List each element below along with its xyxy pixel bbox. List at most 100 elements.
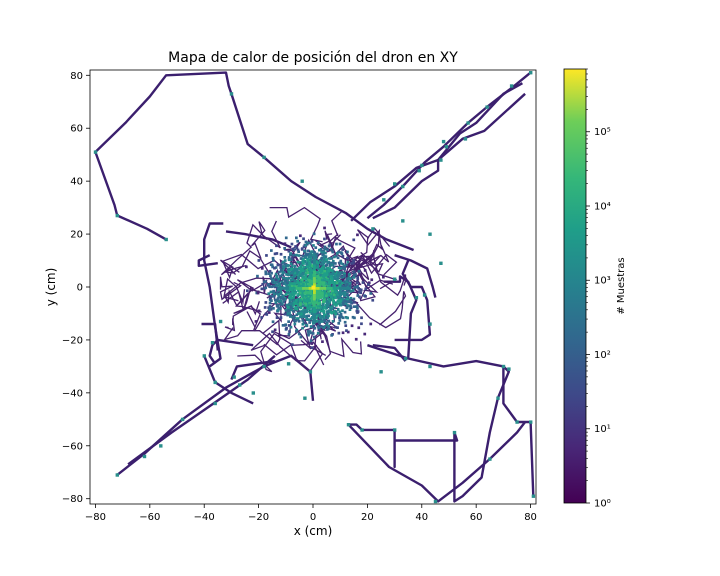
heatmap-cell	[277, 270, 281, 274]
heatmap-cell	[322, 255, 326, 259]
heatmap-cell	[313, 314, 316, 318]
heatmap-cell	[283, 312, 287, 316]
heatmap-cell	[294, 306, 298, 309]
heatmap-cell	[307, 332, 310, 336]
heatmap-cell	[339, 299, 342, 302]
heatmap-cell	[313, 326, 317, 330]
heatmap-cell-marker	[428, 364, 432, 369]
heatmap-cell	[338, 319, 342, 322]
heatmap-cell	[304, 302, 308, 306]
heatmap-cell	[343, 320, 347, 324]
heatmap-cell	[304, 273, 308, 276]
heatmap-cell	[273, 281, 276, 284]
heatmap-cell	[351, 289, 355, 292]
heatmap-cell	[308, 241, 312, 245]
heatmap-cell	[326, 296, 329, 299]
heatmap-cell	[315, 266, 319, 269]
heatmap-cell	[267, 311, 271, 314]
heatmap-cell	[338, 261, 341, 265]
heatmap-cell	[278, 287, 281, 290]
heatmap-cell	[313, 297, 316, 301]
heatmap-cell	[320, 325, 323, 328]
heatmap-cell	[284, 287, 288, 290]
heatmap-cell	[325, 294, 328, 298]
heatmap-cell	[331, 272, 335, 275]
heatmap-cell	[341, 331, 345, 335]
heatmap-cell	[272, 278, 275, 282]
cluster-loop	[251, 220, 281, 260]
heatmap-cell	[287, 309, 291, 312]
chart-title: Mapa de calor de posición del dron en XY	[168, 50, 458, 66]
heatmap-cell	[254, 320, 258, 323]
heatmap-cell	[319, 280, 322, 283]
heatmap-cell	[306, 318, 309, 321]
heatmap-cell	[289, 325, 293, 329]
heatmap-cell-marker	[441, 139, 446, 144]
heatmap-cell	[290, 284, 294, 287]
heatmap-cell	[356, 311, 359, 314]
heatmap-cell	[325, 266, 329, 270]
heatmap-cell	[318, 248, 321, 252]
heatmap-cell	[328, 276, 332, 280]
heatmap-cell	[282, 265, 285, 269]
heatmap-cell	[313, 299, 316, 303]
heatmap-cell	[317, 271, 321, 275]
heatmap-cell	[288, 311, 291, 315]
heatmap-cell	[332, 275, 336, 279]
heatmap-cell	[294, 245, 297, 248]
heatmap-cell	[295, 246, 299, 250]
heatmap-cell	[338, 316, 341, 320]
heatmap-cell	[333, 288, 337, 292]
heatmap-cell-marker	[531, 494, 536, 498]
trajectory-path	[347, 365, 527, 503]
heatmap-cell	[322, 275, 325, 278]
heatmap-cell	[313, 312, 316, 316]
heatmap-cell	[346, 289, 349, 293]
heatmap-cell	[304, 253, 308, 256]
heatmap-cell	[322, 296, 326, 299]
heatmap-cell	[354, 337, 358, 341]
heatmap-cell	[289, 262, 293, 266]
heatmap-cell	[306, 249, 310, 253]
heatmap-cell	[264, 312, 268, 316]
heatmap-cell	[322, 301, 325, 305]
heatmap-cell-marker	[393, 428, 397, 432]
heatmap-cell	[311, 320, 315, 323]
heatmap-cell	[284, 309, 288, 312]
heatmap-cell	[267, 272, 270, 275]
heatmap-cell	[333, 281, 337, 284]
heatmap-cell	[293, 287, 297, 290]
heatmap-cell	[325, 263, 328, 267]
heatmap-cell	[356, 233, 359, 237]
heatmap-cell	[287, 270, 290, 273]
heatmap-cell	[309, 292, 313, 295]
heatmap-cell	[303, 254, 307, 258]
heatmap-cell	[292, 269, 295, 273]
heatmap-cell	[288, 293, 292, 296]
heatmap-cell-marker	[210, 341, 215, 345]
heatmap-cell	[310, 269, 314, 272]
heatmap-cell	[322, 264, 325, 268]
heatmap-cell-marker	[507, 367, 511, 371]
heatmap-cell	[298, 267, 301, 270]
heatmap-cell-marker	[115, 473, 119, 477]
heatmap-cell-marker	[262, 155, 266, 160]
heatmap-cell	[320, 278, 324, 282]
heatmap-cell	[303, 321, 307, 325]
heatmap-cell	[256, 274, 259, 278]
heatmap-cell	[276, 309, 280, 312]
heatmap-cell	[291, 316, 295, 320]
heatmap-cell	[302, 282, 305, 286]
heatmap-cell	[274, 280, 278, 283]
heatmap-cell	[338, 310, 342, 314]
heatmap-cell	[267, 283, 270, 286]
heatmap-cell	[293, 264, 297, 268]
heatmap-cell	[341, 285, 345, 288]
plot-area	[93, 71, 536, 504]
heatmap-cell-marker	[251, 391, 255, 395]
y-tick-label: −80	[62, 494, 83, 505]
heatmap-cell	[317, 306, 321, 310]
heatmap-cell	[308, 321, 311, 324]
cluster-loop	[219, 276, 242, 301]
